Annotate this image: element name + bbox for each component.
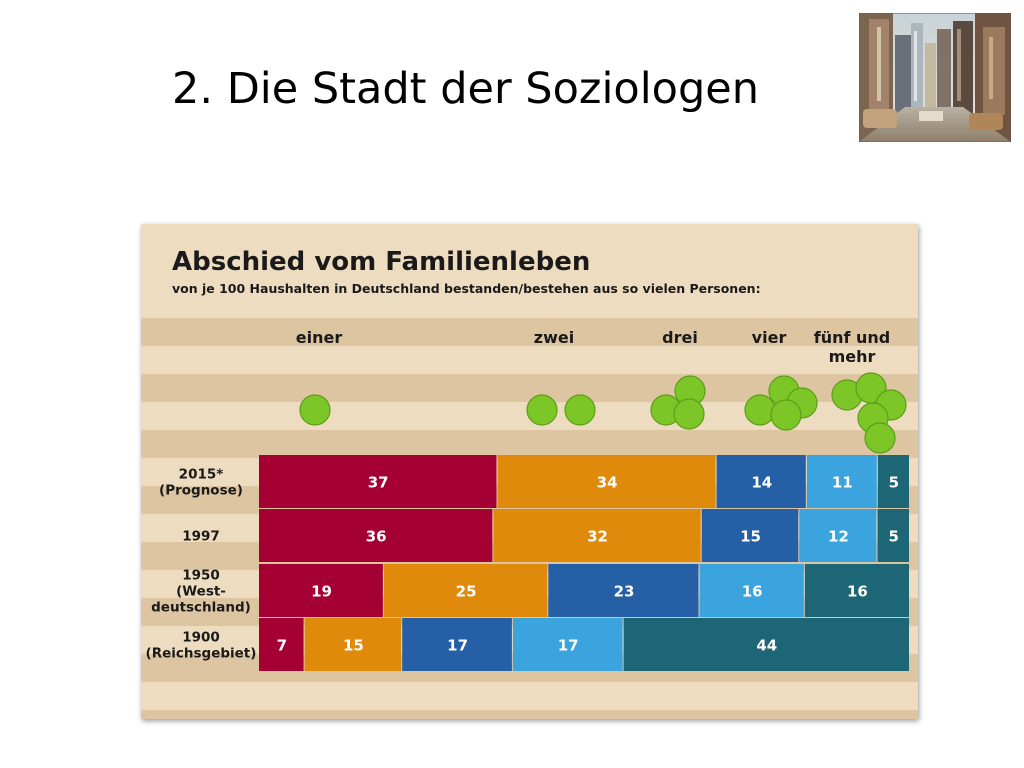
chart-subtitle: von je 100 Haushalten in Deutschland bes…: [172, 281, 761, 296]
chart-title: Abschied vom Familienleben: [172, 247, 590, 277]
bars: 37 34 14 11 5 36 32 15 12 5 19 25 23 16 16 7 15 17 17 44: [259, 455, 909, 671]
bar-segment: [716, 455, 806, 508]
person-icon: [673, 398, 705, 430]
person-icon: [299, 394, 331, 426]
city-painting-image: [858, 12, 1012, 143]
household-size-chart: Abschied vom Familienleben von je 100 Ha…: [141, 224, 918, 719]
stripe: [141, 318, 918, 346]
stripe: [141, 346, 918, 374]
value-label: 16: [847, 583, 868, 601]
bar-segment: [259, 618, 304, 671]
value-label: 16: [742, 583, 763, 601]
bar-segment: [259, 564, 383, 617]
legend-label: vier: [752, 328, 787, 347]
person-icon: [564, 394, 596, 426]
legend-label: einer: [296, 328, 343, 347]
person-icon: [770, 399, 802, 431]
value-label: 14: [751, 474, 772, 492]
value-label: 7: [277, 637, 287, 655]
bar-segment: [699, 564, 804, 617]
bar-segment: [799, 509, 877, 562]
bar-segment: [701, 509, 799, 562]
value-label: 36: [366, 528, 387, 546]
stripe: [141, 430, 918, 458]
stripe: [141, 682, 918, 710]
row-label: 1900: [182, 630, 220, 646]
row-label: 1950: [182, 568, 220, 584]
bar-segment: [402, 618, 512, 671]
person-icon: [526, 394, 558, 426]
person-icon: [864, 422, 896, 454]
row-labels: 2015*(Prognose) 1997 1950(West-deutschland…: [146, 467, 257, 662]
legend-label: mehr: [829, 347, 876, 366]
value-label: 5: [888, 528, 898, 546]
value-label: 15: [740, 528, 761, 546]
bar-segment: [259, 509, 493, 562]
row-label: 2015*: [179, 467, 224, 483]
bar-segment: [259, 455, 497, 508]
header-band: [141, 224, 918, 318]
legend-label: zwei: [534, 328, 574, 347]
legend-label: fünf und: [814, 328, 891, 347]
bar-segment: [877, 509, 909, 562]
value-label: 11: [832, 474, 853, 492]
value-label: 44: [756, 637, 777, 655]
value-label: 17: [447, 637, 468, 655]
value-label: 19: [311, 583, 332, 601]
bar-segment: [497, 455, 716, 508]
stripe: [141, 710, 918, 719]
value-label: 5: [889, 474, 899, 492]
row-label: (West-: [176, 584, 226, 600]
row-label: (Prognose): [159, 483, 243, 499]
bar-segment: [512, 618, 623, 671]
row-label: deutschland): [151, 600, 251, 616]
value-label: 23: [614, 583, 635, 601]
bar-segment: [493, 509, 701, 562]
slide-title: 2. Die Stadt der Soziologen: [172, 64, 759, 114]
row-label: 1997: [182, 529, 220, 545]
value-label: 17: [558, 637, 579, 655]
bar-segment: [806, 455, 877, 508]
bar-segment: [623, 618, 909, 671]
bar-segment: [383, 564, 548, 617]
value-label: 32: [587, 528, 608, 546]
value-label: 34: [597, 474, 618, 492]
person-icon: [744, 394, 776, 426]
value-label: 37: [368, 474, 389, 492]
value-label: 15: [343, 637, 364, 655]
legend-label: drei: [662, 328, 698, 347]
person-icons: [299, 372, 907, 454]
bar-segment: [548, 564, 699, 617]
bar-segment: [304, 618, 402, 671]
bar-segment: [804, 564, 909, 617]
row-label: (Reichsgebiet): [146, 646, 257, 662]
value-label: 25: [456, 583, 477, 601]
value-label: 12: [828, 528, 849, 546]
bar-segment: [877, 455, 909, 508]
